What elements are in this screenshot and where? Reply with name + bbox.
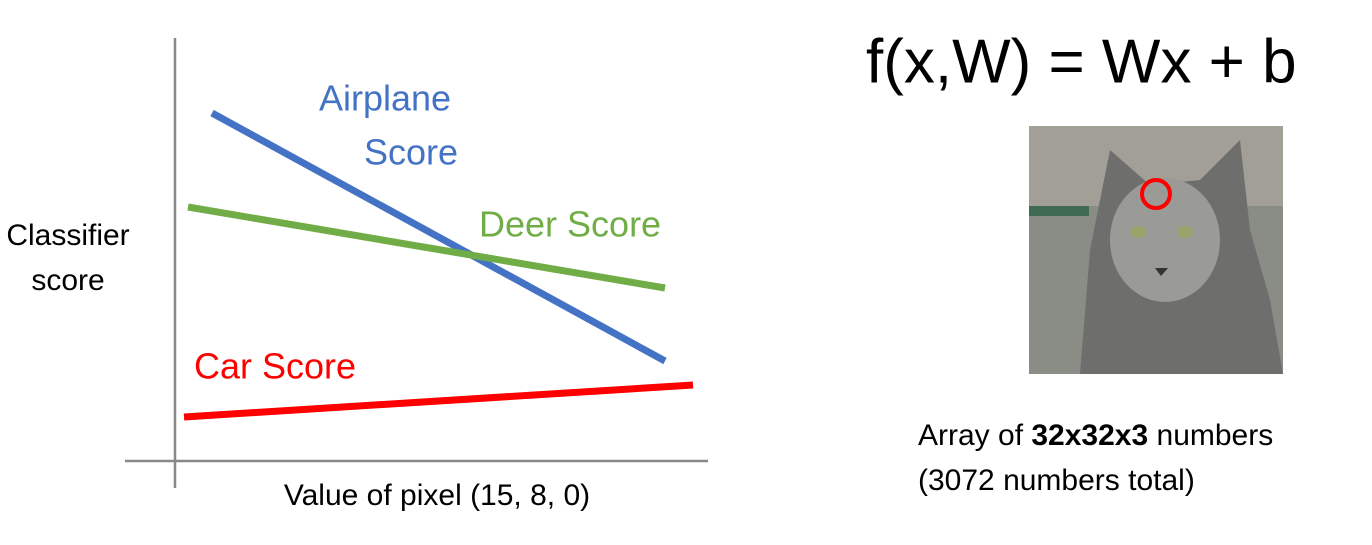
caption: (3072 numbers total) — [918, 464, 1195, 497]
deer-line — [187, 203, 666, 292]
caption-text: numbers — [1148, 419, 1273, 452]
cat-image — [1029, 126, 1283, 374]
caption-text: Array of — [918, 419, 1031, 452]
line-label: Car Score — [194, 346, 356, 387]
x-label: Value of pixel (15, 8, 0) — [284, 479, 590, 512]
caption: Array of 32x32x3 numbers — [918, 419, 1273, 452]
y-label: Classifier — [6, 219, 129, 252]
y-label: score — [31, 264, 104, 297]
line-label: Score — [364, 132, 458, 173]
car-line — [183, 381, 694, 421]
formula: f(x,W) = Wx + b — [866, 27, 1297, 96]
caption-bold: 32x32x3 — [1031, 419, 1148, 452]
line-label: Deer Score — [479, 204, 661, 245]
line-label: Airplane — [319, 78, 451, 119]
airplane-line — [210, 109, 667, 365]
